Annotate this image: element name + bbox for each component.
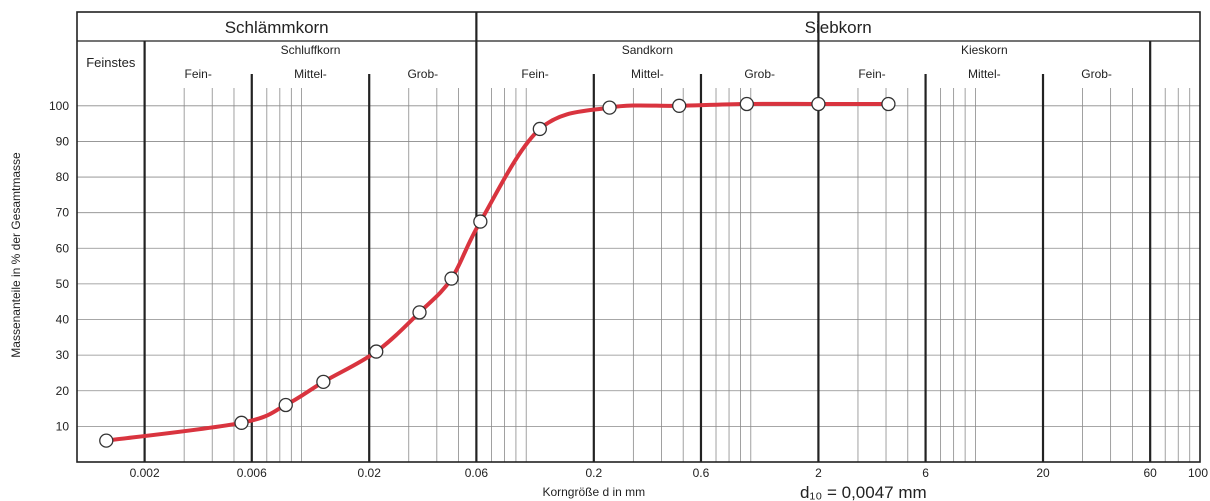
header-subgroup-label: Grob- (1081, 67, 1112, 81)
d10-annotation: d₁₀ = 0,0047 mm (800, 483, 927, 501)
data-point (739, 96, 754, 112)
data-point (672, 98, 687, 113)
data-point (412, 305, 427, 320)
grading-curve (104, 101, 891, 443)
header-subgroup-label: Grob- (407, 67, 438, 81)
x-tick-label: 2 (815, 466, 822, 480)
chart-frame (76, 11, 1201, 463)
x-tick-label: 6 (922, 466, 929, 480)
y-tick-label: 50 (56, 277, 70, 291)
header-subgroup-label: Fein- (858, 67, 885, 81)
x-tick-label: 20 (1036, 466, 1050, 480)
data-point (99, 433, 114, 448)
x-tick-label: 0.006 (237, 466, 267, 480)
data-point (602, 100, 617, 115)
header-top-label: Schlämmkorn (225, 18, 329, 37)
data-point (444, 271, 459, 286)
y-tick-label: 20 (56, 384, 70, 398)
header-group-label: Schluffkorn (281, 43, 341, 57)
x-tick-label: 0.2 (585, 466, 602, 480)
y-tick-label: 30 (56, 348, 70, 362)
y-tick-label: 10 (56, 419, 70, 433)
header-group-label: Sandkorn (622, 43, 673, 57)
header-layer: Schlämmkorn Siebkorn Feinstes Schluffkorn Sa… (77, 18, 1200, 81)
x-tick-label: 60 (1143, 466, 1157, 480)
data-point (369, 344, 384, 359)
y-tick-label: 40 (56, 313, 70, 327)
y-tick-label: 70 (56, 206, 70, 220)
y-tick-label: 60 (56, 241, 70, 255)
data-point (278, 397, 293, 413)
y-axis-label: Massenanteile in % der Gesamtmasse (9, 152, 23, 358)
data-point (316, 374, 331, 390)
x-tick-label: 100 (1188, 466, 1208, 480)
header-subgroup-label: Mittel- (968, 67, 1001, 81)
y-tick-label: 80 (56, 170, 70, 184)
data-point (811, 96, 826, 112)
header-subgroup-label: Fein- (185, 67, 212, 81)
data-point (234, 415, 249, 430)
y-tick-label: 100 (49, 99, 69, 113)
y-tick-label: 90 (56, 134, 70, 148)
header-group-label: Kieskorn (961, 43, 1008, 57)
text-layer: Massenanteile in % der Gesamtmasse Korng… (9, 152, 927, 501)
data-point (881, 96, 896, 112)
data-point (532, 121, 547, 137)
header-subgroup-label: Mittel- (631, 67, 664, 81)
x-tick-label: 0.002 (130, 466, 160, 480)
header-group-label: Feinstes (86, 55, 136, 70)
x-axis-label: Korngröße d in mm (542, 485, 645, 499)
header-top-label: Siebkorn (805, 18, 872, 37)
grid-layer: 10 20 30 40 50 60 70 80 90 100 0.002 0.006 0.02 0.06 0… (49, 11, 1208, 480)
header-subgroup-label: Mittel- (294, 67, 327, 81)
header-subgroup-label: Fein- (521, 67, 548, 81)
data-point (473, 214, 488, 229)
header-subgroup-label: Grob- (744, 67, 775, 81)
series-layer (99, 96, 896, 448)
x-tick-label: 0.02 (358, 466, 382, 480)
x-tick-label: 0.06 (465, 466, 489, 480)
x-tick-label: 0.6 (693, 466, 710, 480)
